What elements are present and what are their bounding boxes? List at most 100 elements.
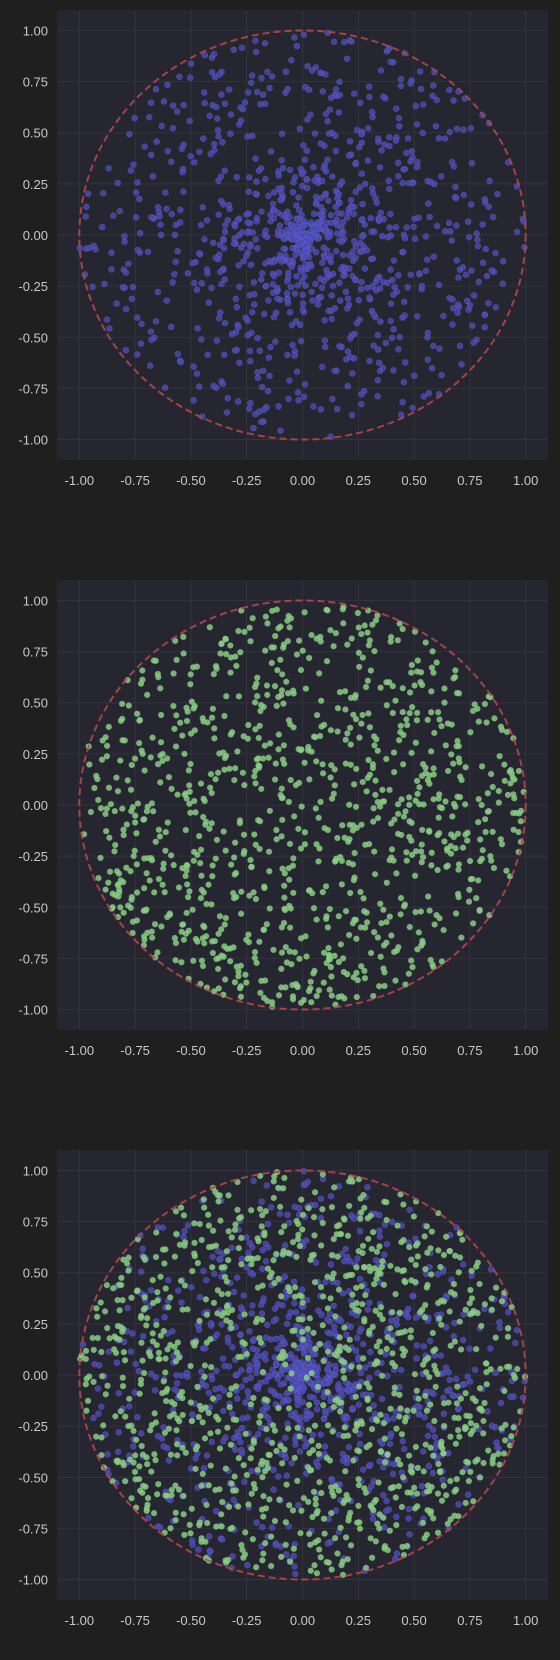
data-point <box>157 779 163 785</box>
data-point <box>236 1433 242 1439</box>
data-point <box>356 1384 362 1390</box>
data-point <box>395 160 401 166</box>
data-point <box>213 776 219 782</box>
data-point <box>388 59 394 65</box>
data-point <box>400 626 406 632</box>
data-point <box>260 92 266 98</box>
data-point <box>316 987 322 993</box>
data-point <box>131 853 137 859</box>
data-point <box>364 788 370 794</box>
data-point <box>462 801 468 807</box>
data-point <box>447 1377 453 1383</box>
data-point <box>258 1302 264 1308</box>
data-point <box>281 895 287 901</box>
data-point <box>264 69 270 75</box>
data-point <box>191 364 197 370</box>
data-point <box>346 802 352 808</box>
data-point <box>354 994 360 1000</box>
data-point <box>294 652 300 658</box>
data-point <box>139 748 145 754</box>
data-point <box>459 1237 465 1243</box>
data-point <box>312 1279 318 1285</box>
data-point <box>408 1327 414 1333</box>
data-point <box>320 761 326 767</box>
data-point <box>346 266 352 272</box>
data-point <box>328 727 334 733</box>
data-point <box>97 855 103 861</box>
data-point <box>439 805 445 811</box>
data-point <box>200 1268 206 1274</box>
data-point <box>483 1360 489 1366</box>
data-point <box>493 304 499 310</box>
data-point <box>281 236 287 242</box>
data-point <box>347 335 353 341</box>
data-point <box>423 234 429 240</box>
data-point <box>460 264 466 270</box>
data-point <box>90 284 96 290</box>
data-point <box>467 1413 473 1419</box>
data-point <box>301 394 307 400</box>
data-point <box>177 720 183 726</box>
data-point <box>347 1510 353 1516</box>
data-point <box>475 1457 481 1463</box>
data-point <box>470 1308 476 1314</box>
data-point <box>299 1293 305 1299</box>
data-point <box>387 787 393 793</box>
data-point <box>272 1428 278 1434</box>
data-point <box>441 686 447 692</box>
data-point <box>150 173 156 179</box>
data-point <box>191 397 197 403</box>
data-point <box>103 828 109 834</box>
data-point <box>434 912 440 918</box>
data-point <box>272 1518 278 1524</box>
data-point <box>462 1424 468 1430</box>
data-point <box>206 300 212 306</box>
data-point <box>455 1427 461 1433</box>
data-point <box>196 1522 202 1528</box>
data-point <box>399 796 405 802</box>
data-point <box>105 1383 111 1389</box>
data-point <box>518 808 524 814</box>
data-point <box>238 245 244 251</box>
data-point <box>189 1506 195 1512</box>
data-point <box>453 910 459 916</box>
data-point <box>348 204 354 210</box>
data-point <box>469 160 475 166</box>
data-point <box>221 1310 227 1316</box>
data-point <box>351 1215 357 1221</box>
data-point <box>396 1392 402 1398</box>
data-point <box>437 1468 443 1474</box>
data-point <box>177 219 183 225</box>
data-point <box>400 180 406 186</box>
data-point <box>400 1201 406 1207</box>
data-point <box>257 723 263 729</box>
data-point <box>238 1235 244 1241</box>
data-point <box>216 1198 222 1204</box>
data-point <box>200 204 206 210</box>
data-point <box>294 246 300 252</box>
data-point <box>171 862 177 868</box>
data-point <box>375 393 381 399</box>
data-point <box>356 1448 362 1454</box>
data-point <box>329 1478 335 1484</box>
data-point <box>133 214 139 220</box>
data-point <box>376 1212 382 1218</box>
data-point <box>183 705 189 711</box>
data-point <box>211 671 217 677</box>
data-point <box>287 841 293 847</box>
data-point <box>295 194 301 200</box>
data-point <box>163 1356 169 1362</box>
data-point <box>368 215 374 221</box>
data-point <box>148 1287 154 1293</box>
data-point <box>477 1385 483 1391</box>
y-tick-label: 0.25 <box>23 177 48 192</box>
data-point <box>302 760 308 766</box>
data-point <box>443 1492 449 1498</box>
data-point <box>227 958 233 964</box>
data-point <box>143 1484 149 1490</box>
data-point <box>134 351 140 357</box>
data-point <box>297 1345 303 1351</box>
data-point <box>119 806 125 812</box>
data-point <box>189 1418 195 1424</box>
data-point <box>165 819 171 825</box>
